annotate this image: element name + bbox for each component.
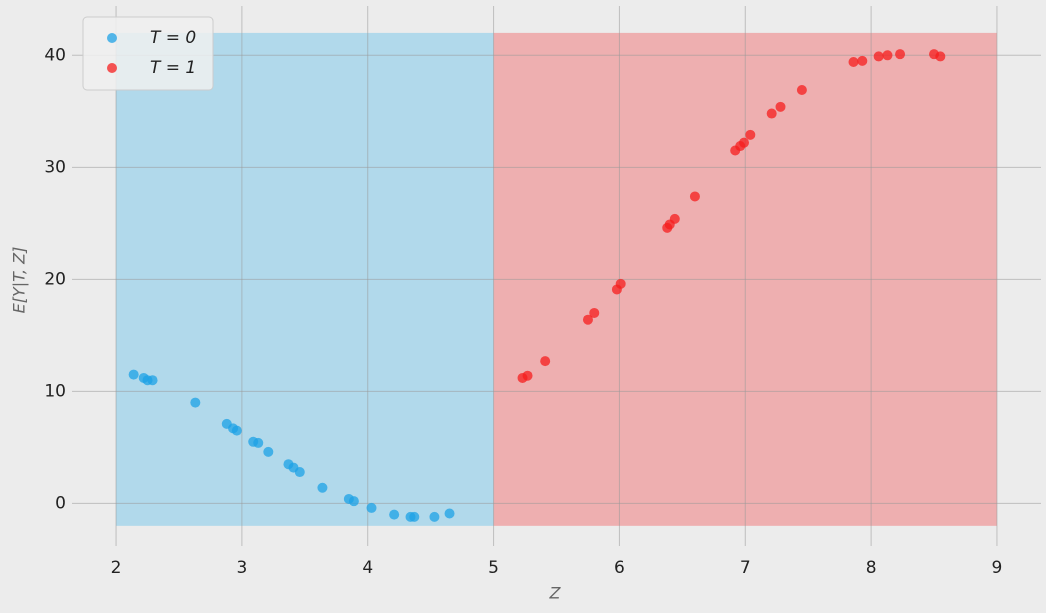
point — [389, 509, 400, 520]
point — [582, 314, 593, 325]
point — [689, 191, 700, 202]
point — [348, 496, 359, 507]
point — [263, 446, 274, 457]
x-tick-label: 6 — [614, 558, 625, 578]
x-tick-label: 8 — [866, 558, 877, 578]
point — [895, 49, 906, 60]
point — [147, 375, 158, 386]
point — [796, 85, 807, 96]
x-axis-label: Z — [549, 584, 562, 603]
y-axis-label: E[Y|T, Z] — [10, 247, 29, 314]
point — [231, 425, 242, 436]
point — [935, 51, 946, 62]
y-tick-label: 0 — [55, 493, 66, 513]
labels: 2 3 4 5 6 7 8 9 0 10 20 30 40 — [44, 45, 1002, 578]
legend-label: T = 1 — [150, 58, 196, 78]
point — [444, 508, 455, 519]
x-tick-label: 2 — [111, 558, 122, 578]
x-tick-label: 5 — [488, 558, 499, 578]
point — [522, 370, 533, 381]
legend-marker — [107, 33, 117, 43]
point — [848, 57, 859, 68]
point — [366, 502, 377, 513]
y-tick-label: 30 — [44, 157, 66, 177]
legend: T = 0 T = 1 — [82, 16, 214, 91]
point — [669, 213, 680, 224]
legend-marker — [107, 63, 117, 73]
point — [540, 356, 551, 367]
x-tick-label: 4 — [362, 558, 373, 578]
legend-label: T = 0 — [150, 28, 196, 48]
x-tick-label: 9 — [992, 558, 1003, 578]
point — [317, 482, 328, 493]
x-tick-label: 3 — [236, 558, 247, 578]
point — [429, 511, 440, 522]
point — [857, 55, 868, 66]
point — [589, 307, 600, 318]
point — [253, 437, 264, 448]
point — [873, 51, 884, 62]
point — [775, 101, 786, 112]
point — [745, 129, 756, 140]
x-tick-label: 7 — [740, 558, 751, 578]
point — [882, 50, 893, 61]
point — [615, 278, 626, 289]
points — [128, 49, 946, 522]
point — [190, 397, 201, 408]
y-tick-label: 10 — [44, 381, 66, 401]
point — [739, 137, 750, 148]
point — [766, 108, 777, 119]
point — [409, 511, 420, 522]
point — [294, 467, 305, 478]
point — [128, 369, 139, 380]
y-tick-label: 40 — [44, 45, 66, 65]
y-tick-label: 20 — [44, 269, 66, 289]
